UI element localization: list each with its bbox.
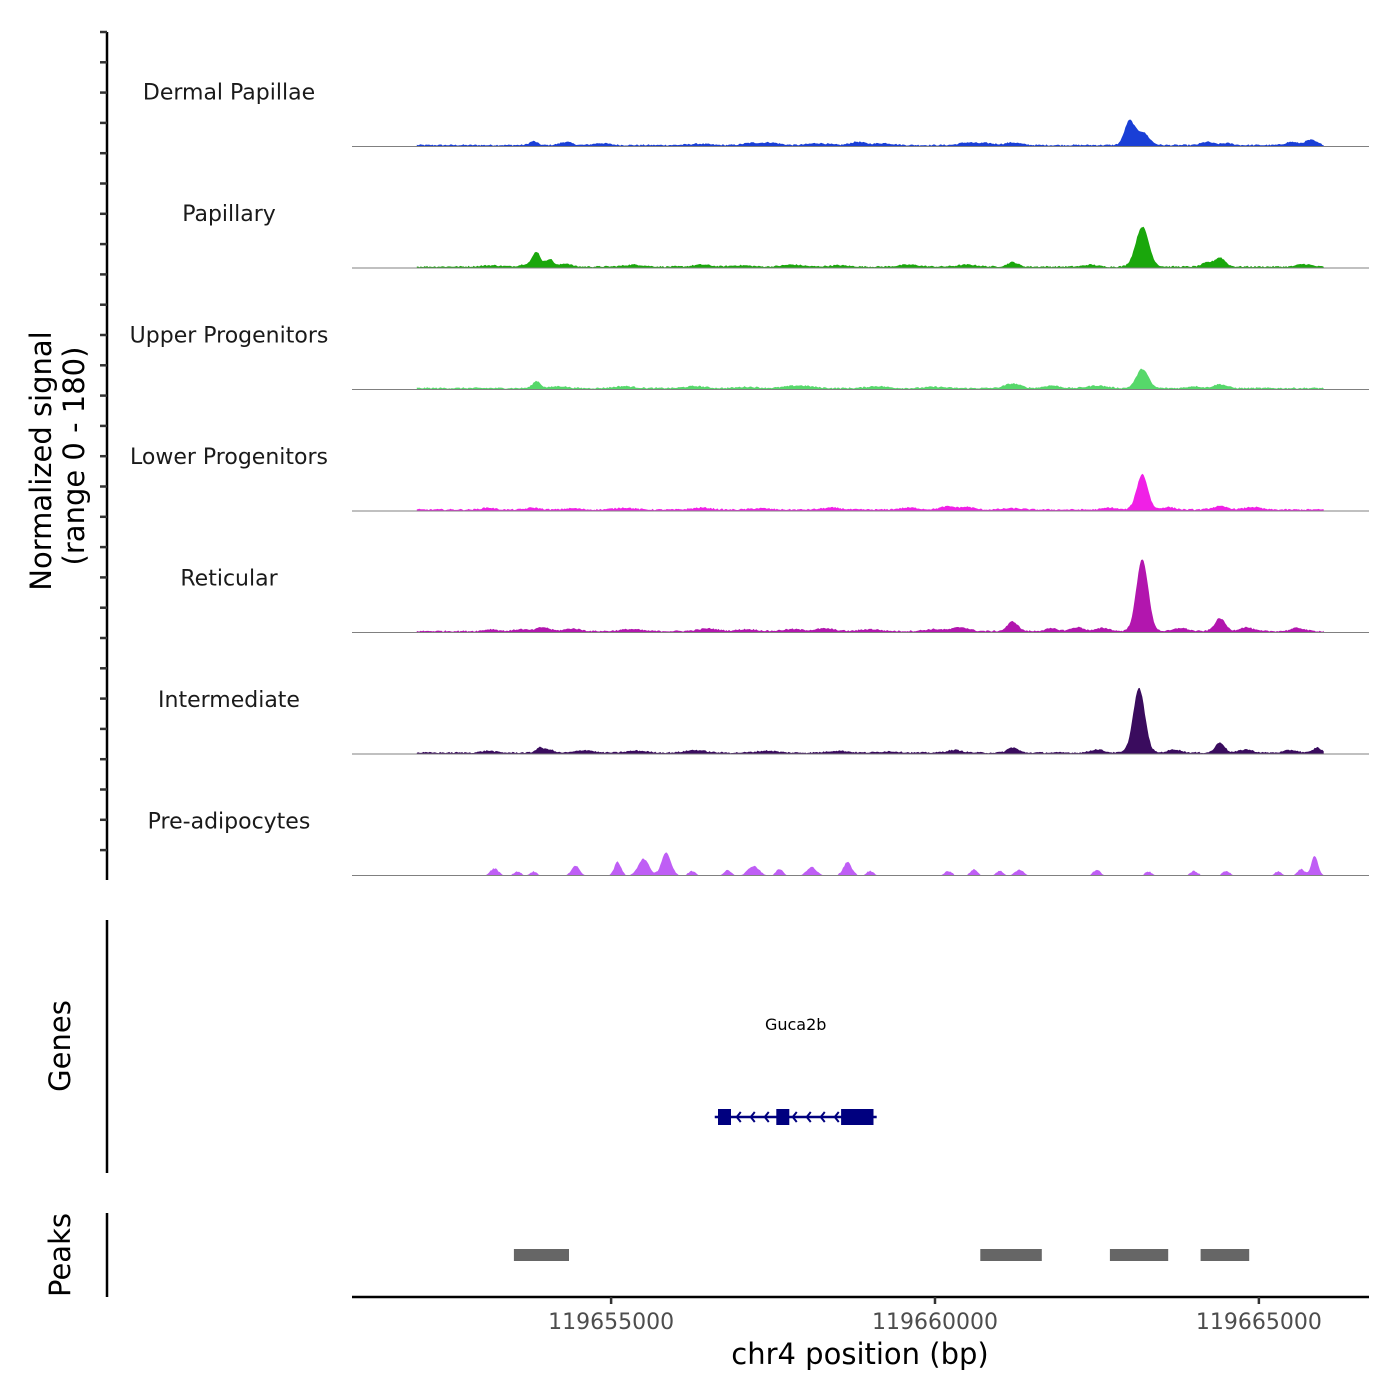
x-axis-ticks: 119655000 119660000 119665000 (548, 1297, 1322, 1335)
peak-regions (513, 1249, 1250, 1261)
peaks-panel-title: Peaks (43, 1213, 77, 1297)
track-areas (416, 119, 1324, 876)
signal-area-intermediate (416, 687, 1324, 754)
signal-area-reticular (416, 559, 1324, 633)
strand-arrow (805, 1111, 812, 1123)
genes-panel: Genes Guca2b (43, 920, 877, 1173)
gene-exon (718, 1109, 731, 1125)
track-labels: Dermal Papillae Papillary Upper Progenitor… (130, 81, 329, 835)
track-baselines (352, 146, 1369, 876)
signal-area-pre-adipocytes (416, 852, 1324, 876)
strand-arrow (791, 1111, 798, 1123)
gene-models: Guca2b (714, 1015, 877, 1125)
y-axis: Normalized signal (range 0 - 180) (24, 30, 109, 880)
track-label-upper-progenitors: Upper Progenitors (130, 324, 329, 349)
y-axis-title: Normalized signal (24, 331, 58, 590)
track-label-intermediate: Intermediate (158, 688, 300, 713)
strand-arrow (833, 1111, 840, 1123)
strand-arrow (819, 1111, 826, 1123)
y-axis-ticks (100, 30, 107, 852)
track-label-reticular: Reticular (180, 567, 278, 592)
signal-area-papillary (416, 226, 1324, 268)
track-label-lower-progenitors: Lower Progenitors (130, 445, 328, 470)
x-tick-label: 119655000 (548, 1310, 674, 1335)
signal-area-lower-progenitors (416, 473, 1324, 511)
track-label-dermal-papillae: Dermal Papillae (143, 81, 315, 106)
x-tick-label: 119660000 (872, 1310, 998, 1335)
x-axis: 119655000 119660000 119665000 chr4 positio… (352, 1295, 1369, 1371)
signal-area-dermal-papillae (416, 119, 1324, 147)
peak-region (513, 1249, 569, 1261)
gene-exon (860, 1109, 874, 1125)
peaks-panel: Peaks (43, 1213, 1250, 1297)
peak-region (1109, 1249, 1169, 1261)
gene-label-guca2b: Guca2b (765, 1015, 826, 1034)
x-tick-label: 119665000 (1196, 1310, 1322, 1335)
strand-arrow (749, 1111, 756, 1123)
gene-exon (841, 1109, 861, 1125)
coverage-tracks: Dermal Papillae Papillary Upper Progenitor… (130, 81, 1369, 876)
strand-arrow (763, 1111, 770, 1123)
genes-panel-title: Genes (43, 1000, 77, 1092)
peak-region (1200, 1249, 1250, 1261)
track-label-pre-adipocytes: Pre-adipocytes (148, 810, 311, 835)
strand-arrow (735, 1111, 742, 1123)
peak-region (980, 1249, 1042, 1261)
x-axis-title: chr4 position (bp) (731, 1337, 988, 1371)
gene-exon (776, 1109, 790, 1125)
signal-area-upper-progenitors (416, 368, 1324, 390)
y-axis-range: (range 0 - 180) (57, 347, 91, 566)
track-label-papillary: Papillary (182, 202, 276, 227)
